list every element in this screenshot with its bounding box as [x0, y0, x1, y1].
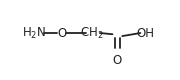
Text: H$_2$N: H$_2$N	[22, 25, 46, 41]
Text: O: O	[57, 26, 66, 40]
Text: CH$_2$: CH$_2$	[80, 25, 104, 41]
Text: O: O	[113, 54, 122, 67]
Text: OH: OH	[136, 26, 154, 40]
